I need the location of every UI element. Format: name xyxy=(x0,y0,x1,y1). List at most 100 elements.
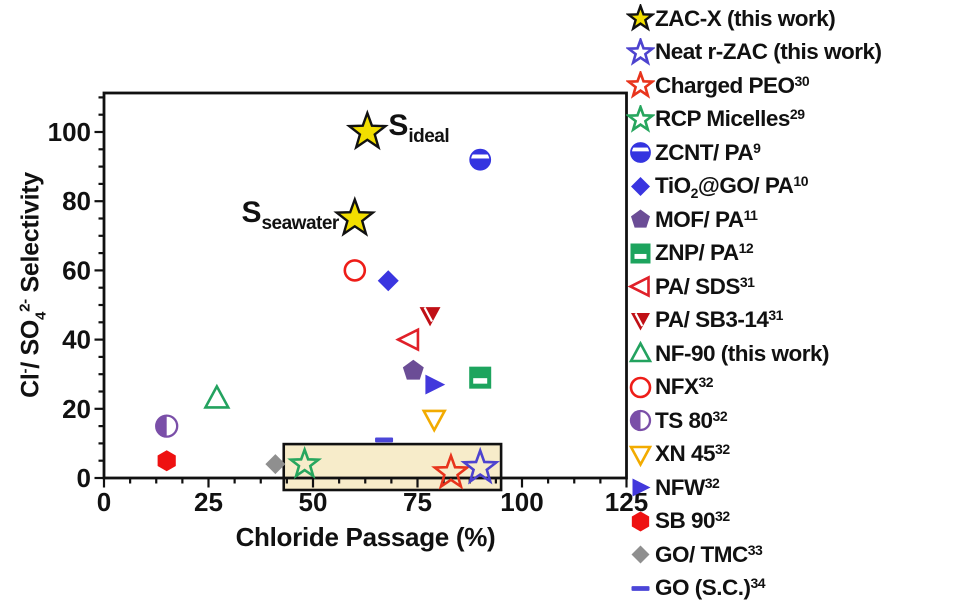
legend-label-segment: NFX xyxy=(655,374,699,400)
y-tick-label: 100 xyxy=(48,117,91,147)
legend-item-zcnt-pa: ZCNT/ PA9 xyxy=(626,136,956,170)
axis-ticks xyxy=(94,96,628,488)
legend-item-pa-sb3-14: PA/ SB3-1431 xyxy=(626,304,956,338)
znp-pa-legend-glyph xyxy=(630,243,651,264)
legend-label: Neat r-ZAC (this work) xyxy=(655,39,882,65)
y-tick-label: 80 xyxy=(62,186,91,216)
legend-label-segment: SB 90 xyxy=(655,508,716,534)
legend-label: ZCNT/ PA9 xyxy=(655,139,761,166)
legend-item-tio2-go-pa: TiO2@GO/ PA10 xyxy=(626,170,956,204)
charged-peo-marker-icon xyxy=(626,71,655,99)
annotation-s-seawater: Sseawater xyxy=(241,195,339,233)
legend-label-segment: 12 xyxy=(738,240,754,257)
legend-label-segment: RCP Micelles xyxy=(655,106,790,132)
neat-r-zac-legend-glyph xyxy=(626,37,655,66)
legend-label-segment: TiO xyxy=(655,173,691,199)
nfx-marker-icon xyxy=(629,376,652,399)
point-go-tmc xyxy=(265,454,286,475)
legend-item-nfw: NFW32 xyxy=(626,471,956,505)
zac-x-legend-glyph xyxy=(626,4,655,32)
y-axis-label-segment: 2- xyxy=(16,299,34,312)
legend-item-zac-x: ZAC-X (this work) xyxy=(626,2,956,36)
zcnt-pa-marker-icon xyxy=(630,142,651,164)
legend-label-segment: 32 xyxy=(698,374,714,391)
legend-label-segment: GO (S.C.) xyxy=(655,575,751,601)
legend-item-go-sc: GO (S.C.)34 xyxy=(626,572,956,606)
point-ts-80 xyxy=(155,414,179,438)
x-tick-label: 0 xyxy=(97,487,111,517)
legend-label-segment: MOF/ PA xyxy=(655,206,744,232)
legend-item-ts-80: TS 8032 xyxy=(626,404,956,438)
point-sb-90 xyxy=(157,450,176,472)
legend-item-pa-sds: PA/ SDS31 xyxy=(626,270,956,304)
legend-label-segment: 32 xyxy=(715,441,730,458)
legend-label: GO/ TMC33 xyxy=(655,541,763,568)
y-tick-label: 0 xyxy=(77,463,91,493)
legend-item-xn-45: XN 4532 xyxy=(626,438,956,472)
zac-x-marker-icon xyxy=(626,4,655,32)
nfw-marker-icon xyxy=(632,478,651,497)
legend-label-segment: PA/ SB3-14 xyxy=(655,307,769,333)
go-tmc-marker-icon xyxy=(631,545,650,564)
data-points xyxy=(155,109,501,490)
annotation-main: S xyxy=(388,109,409,142)
legend-label-segment: 11 xyxy=(743,206,758,223)
legend-item-mof-pa: MOF/ PA11 xyxy=(626,203,956,237)
legend-label-segment: 31 xyxy=(739,273,755,290)
legend-label: TiO2@GO/ PA10 xyxy=(655,173,808,202)
legend-label-segment: Charged PEO xyxy=(655,72,795,98)
nfw-legend-glyph xyxy=(632,478,651,497)
legend-label-segment: Neat r-ZAC (this work) xyxy=(655,39,882,65)
go-tmc-legend-glyph xyxy=(631,545,650,564)
legend-item-sb-90: SB 9032 xyxy=(626,505,956,539)
zcnt-pa-legend-glyph xyxy=(630,142,651,164)
mof-pa-legend-glyph xyxy=(630,209,651,228)
legend-label-segment: ZNP/ PA xyxy=(655,240,739,266)
legend-label: XN 4532 xyxy=(655,441,730,467)
legend-label: SB 9032 xyxy=(655,508,730,534)
annotation-main: S xyxy=(241,195,262,229)
y-tick-label: 40 xyxy=(62,325,91,355)
nf-90-marker-icon xyxy=(628,341,653,363)
legend-label: TS 8032 xyxy=(655,408,728,434)
x-tick-label: 25 xyxy=(194,487,223,517)
legend-label: PA/ SB3-1431 xyxy=(655,307,783,333)
legend-label: RCP Micelles29 xyxy=(655,106,805,132)
legend-item-nf-90: NF-90 (this work) xyxy=(626,337,956,371)
legend-label-segment: 29 xyxy=(789,106,805,123)
legend-label-segment: 31 xyxy=(768,307,783,324)
legend-label: ZAC-X (this work) xyxy=(655,6,836,32)
x-tick-label: 50 xyxy=(299,487,328,517)
annotation-sub: ideal xyxy=(408,126,450,147)
pa-sb3-14-legend-glyph xyxy=(631,312,650,331)
point-znp-pa xyxy=(469,366,492,389)
legend-item-nfx: NFX32 xyxy=(626,371,956,405)
point-pa-sb3-14 xyxy=(419,306,441,327)
point-go-sc xyxy=(375,437,394,443)
annotation-sub: seawater xyxy=(261,212,339,234)
x-tick-label: 100 xyxy=(500,487,543,517)
znp-pa-marker-icon xyxy=(630,243,651,264)
ts-80-marker-icon xyxy=(629,410,652,432)
legend-label-segment: 30 xyxy=(794,72,810,89)
point-pa-sds xyxy=(395,327,420,352)
point-charged-peo xyxy=(431,451,471,490)
y-tick-label: 60 xyxy=(62,255,91,285)
legend-label-segment: NFW xyxy=(655,474,705,500)
mof-pa-marker-icon xyxy=(630,209,651,228)
legend-label: Charged PEO30 xyxy=(655,72,810,99)
legend-label: NF-90 (this work) xyxy=(655,341,830,367)
nf-90-legend-glyph xyxy=(628,341,653,363)
legend-label-segment: ZCNT/ PA xyxy=(655,139,754,165)
legend-label: MOF/ PA11 xyxy=(655,206,758,233)
legend: ZAC-X (this work) Neat r-ZAC (this work) C… xyxy=(626,2,956,605)
tio2-go-pa-legend-glyph xyxy=(631,176,650,196)
point-zcnt-pa xyxy=(469,148,492,171)
legend-label-segment: @GO/ PA xyxy=(697,173,794,199)
legend-label: NFW32 xyxy=(655,474,720,501)
pa-sds-marker-icon xyxy=(627,275,650,298)
rcp-micelles-legend-glyph xyxy=(626,104,655,133)
legend-label-segment: 2 xyxy=(690,185,699,202)
legend-label-segment: 33 xyxy=(747,541,763,558)
tio2-go-pa-marker-icon xyxy=(631,176,650,196)
